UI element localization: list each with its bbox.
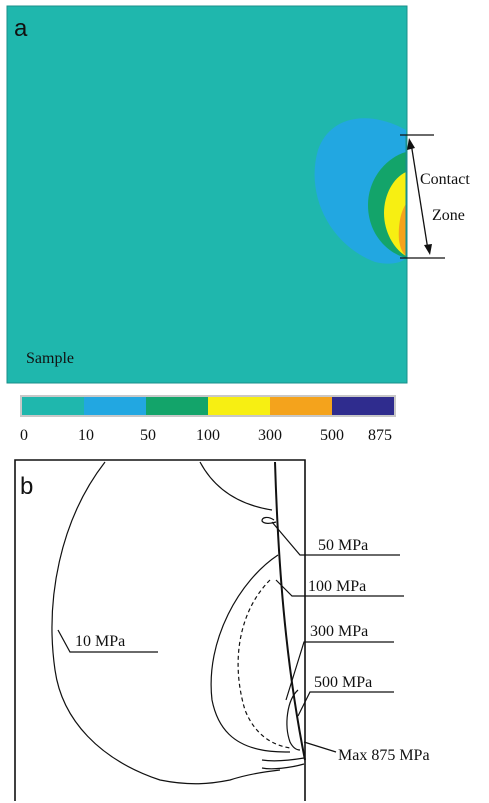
scale-tick-875: 875 [368, 427, 392, 444]
contact-arrow-head-bottom [424, 244, 432, 255]
scale-tick-10: 10 [78, 427, 94, 444]
label-500-mpa: 500 MPa [314, 674, 372, 691]
scale-swatch-0-10 [22, 397, 84, 415]
color-scale: 0 10 50 100 300 500 875 [20, 395, 396, 444]
label-max-875-mpa: Max 875 MPa [338, 747, 430, 764]
panel-b-frame [14, 459, 306, 801]
scale-tick-0: 0 [20, 427, 28, 444]
band-300-mpa [398, 204, 406, 256]
panel-a-letter: a [14, 15, 28, 42]
contact-zone-marker [400, 134, 445, 259]
contact-boundary [274, 461, 306, 761]
panel-b-letter: b [20, 473, 33, 500]
contour-300-mpa [237, 579, 291, 749]
leader-300-mpa [285, 641, 394, 701]
contour-50-mpa [261, 516, 277, 524]
contact-arrow-shaft [410, 142, 429, 251]
label-50-mpa: 50 MPa [318, 537, 368, 554]
leader-10-mpa [57, 629, 158, 653]
leader-50-mpa [271, 521, 400, 556]
scale-swatch-100-300 [208, 397, 270, 415]
contact-arrow-head-top [407, 138, 415, 150]
scale-tick-300: 300 [258, 427, 282, 444]
contour-100-mpa [210, 554, 291, 753]
scale-swatch-50-100 [146, 397, 208, 415]
label-100-mpa: 100 MPa [308, 578, 366, 595]
contour-10-mpa [51, 461, 281, 785]
sample-label: Sample [26, 350, 74, 367]
scale-tick-50: 50 [140, 427, 156, 444]
scale-swatch-10-50 [84, 397, 146, 415]
scale-tick-100: 100 [196, 427, 220, 444]
contact-label: Contact [420, 171, 470, 188]
panel-a: a Sample [6, 5, 408, 384]
leader-500-mpa [297, 691, 394, 717]
zone-label: Zone [432, 207, 465, 224]
scale-swatch-300-500 [270, 397, 332, 415]
label-300-mpa: 300 MPa [310, 623, 368, 640]
contour-max [261, 757, 305, 770]
scale-tick-500: 500 [320, 427, 344, 444]
leader-max [303, 741, 337, 753]
scale-swatch-500-875 [332, 397, 394, 415]
label-10-mpa: 10 MPa [75, 633, 125, 650]
leader-100-mpa [275, 579, 404, 597]
panel-b: b 10 MPa 50 MPa 100 MPa 300 MPa 500 MPa … [14, 459, 430, 801]
contour-500-mpa [286, 689, 301, 751]
